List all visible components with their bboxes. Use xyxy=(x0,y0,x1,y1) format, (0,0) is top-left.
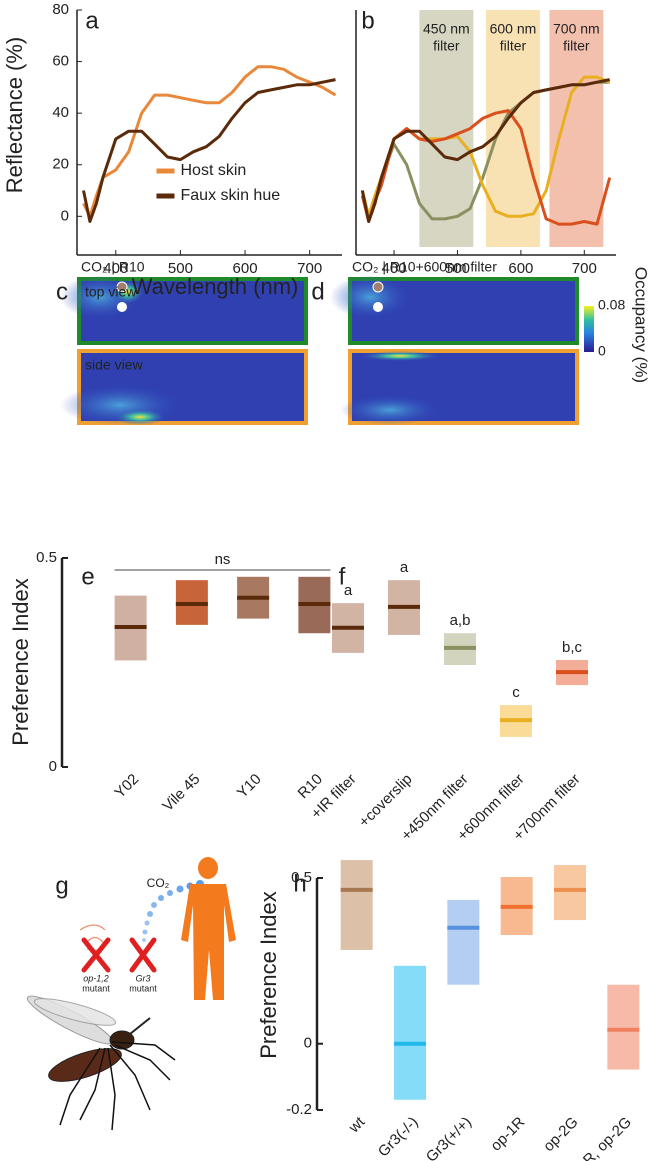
mutant-label: Gr3 xyxy=(135,973,150,983)
x-tick-label: 700 xyxy=(572,260,597,277)
panel-letter: c xyxy=(56,278,68,305)
range-box xyxy=(340,860,373,950)
co2-label: CO₂ xyxy=(147,876,170,890)
colorbar-tick-label: 0 xyxy=(598,343,606,359)
marker xyxy=(116,281,128,293)
panel-letter: e xyxy=(81,563,94,590)
band-label: 450 nm xyxy=(423,21,470,37)
person xyxy=(181,857,236,1000)
colorbar-title: Occupancy (%) xyxy=(632,267,651,383)
x-tick-label: 500 xyxy=(445,260,470,277)
x-axis-title: Wavelength (nm) xyxy=(132,274,299,299)
view-label: side view xyxy=(85,357,143,373)
heat xyxy=(114,409,166,425)
x-tick-label: 500 xyxy=(168,260,193,277)
view-label: top view xyxy=(85,284,137,300)
x-tick-label: Gr3(-/-) xyxy=(375,1114,422,1161)
range-box xyxy=(554,865,586,921)
x-tick-label: Vile 45 xyxy=(159,771,203,815)
panel-letter: a xyxy=(85,7,99,34)
y-tick-label: -0.2 xyxy=(286,1101,312,1118)
mutant-label: mutant xyxy=(129,983,157,993)
significance-label: ns xyxy=(215,551,231,568)
range-box xyxy=(394,965,426,1100)
red-x xyxy=(81,937,157,973)
group-label: a xyxy=(344,582,353,599)
x-tick-label: 400 xyxy=(382,260,407,277)
range-box xyxy=(447,899,480,985)
heat xyxy=(330,275,410,319)
colorbar-tick-label: 0.08 xyxy=(598,297,625,313)
panel-letter: d xyxy=(311,278,324,305)
x-tick-label: Y02 xyxy=(111,771,142,802)
y-tick-label: 0 xyxy=(61,207,69,224)
filter-band xyxy=(419,10,474,247)
illustration xyxy=(26,857,236,1131)
x-tick-label: 700 xyxy=(297,260,322,277)
legend-label: Faux skin hue xyxy=(181,187,281,204)
y-tick-label: 20 xyxy=(52,156,69,173)
filter-band xyxy=(549,10,604,247)
heatmap-title: CO₂ | R10+600nm filter xyxy=(352,259,497,275)
x-tick-label: Y10 xyxy=(234,771,265,802)
series-line xyxy=(360,78,611,223)
band-label: filter xyxy=(500,38,527,54)
marker xyxy=(117,302,127,312)
band-label: 700 nm xyxy=(553,21,600,37)
legend-label: Host skin xyxy=(181,162,247,179)
series-line xyxy=(82,78,336,223)
panel-letter: h xyxy=(293,870,306,897)
x-tick-label: wt xyxy=(345,1113,369,1137)
marker xyxy=(373,302,383,312)
marker xyxy=(372,281,384,293)
panel-letter: b xyxy=(361,7,374,34)
series-line xyxy=(82,65,337,218)
heat xyxy=(340,395,440,425)
x-tick-label: Gr3(+/+) xyxy=(423,1114,475,1161)
x-tick-label: 600 xyxy=(508,260,533,277)
group-label: a,b xyxy=(450,612,471,629)
y-tick-label: 40 xyxy=(52,104,69,121)
heatmap-title: CO₂ | R10 xyxy=(81,259,145,275)
x-tick-label: op-1R xyxy=(487,1113,528,1154)
panel-letter: g xyxy=(55,872,68,899)
x-tick-label: 600 xyxy=(233,260,258,277)
y-axis-title: Reflectance (%) xyxy=(2,37,27,194)
band-label: 600 nm xyxy=(490,21,537,37)
heatmap-c xyxy=(60,275,308,425)
y-tick-label: 0 xyxy=(304,1035,312,1052)
y-tick-label: 0 xyxy=(49,758,57,775)
colorbar xyxy=(584,306,594,352)
y-tick-label: 80 xyxy=(52,1,69,18)
group-label: a xyxy=(400,559,409,576)
band-label: filter xyxy=(433,38,460,54)
heatmap-d xyxy=(330,275,579,425)
x-tick-label: 400 xyxy=(103,260,128,277)
group-label: c xyxy=(512,684,520,701)
y-tick-label: 0.5 xyxy=(291,869,312,886)
heat xyxy=(360,351,440,361)
panel-letter: f xyxy=(339,563,346,590)
x-tick-label: +coverslip xyxy=(356,771,416,831)
y-axis-title: Preference Index xyxy=(8,578,33,746)
range-box xyxy=(607,984,640,1070)
group-label: b,c xyxy=(562,639,583,656)
y-axis-title: Preference Index xyxy=(256,891,281,1059)
y-tick-label: 60 xyxy=(52,53,69,70)
band-label: filter xyxy=(563,38,590,54)
mutant-label: mutant xyxy=(82,983,110,993)
mutant-label: op-1,2 xyxy=(83,973,109,983)
x-tick-label: op-2G xyxy=(540,1114,582,1156)
mosquito xyxy=(26,995,176,1131)
y-tick-label: 0.5 xyxy=(36,549,57,566)
